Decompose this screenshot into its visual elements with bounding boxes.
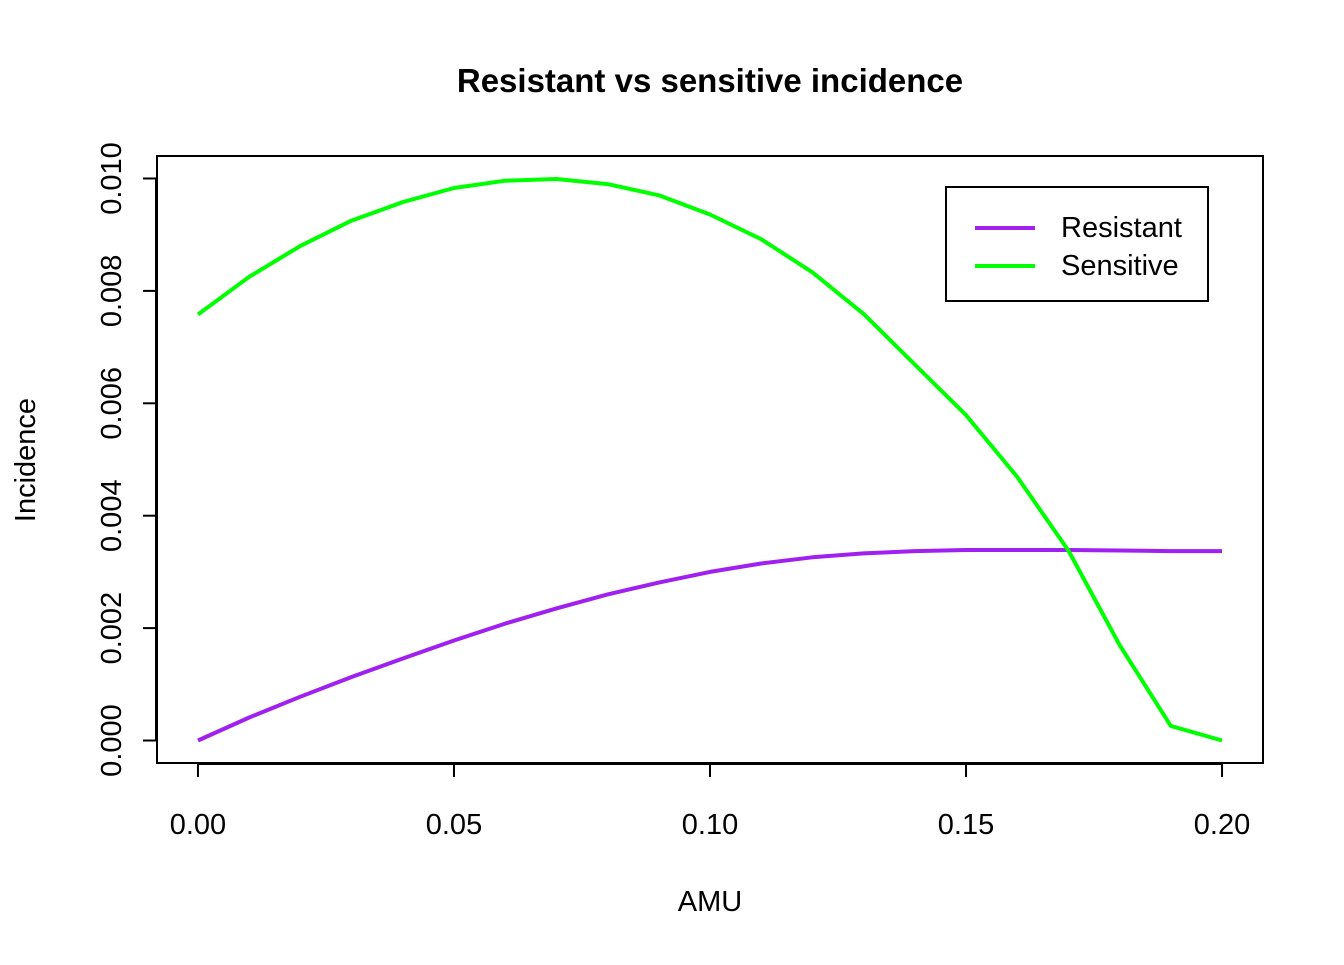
y-tick-label: 0.010 xyxy=(96,142,128,215)
x-axis-title: AMU xyxy=(678,886,742,918)
x-tick-label: 0.05 xyxy=(426,809,482,841)
series-line-resistant xyxy=(197,548,1222,743)
legend-label-resistant: Resistant xyxy=(1061,212,1182,244)
x-axis: 0.00 0.05 0.10 0.15 0.20 xyxy=(170,763,1250,841)
x-tick-label: 0.10 xyxy=(682,809,738,841)
legend-label-sensitive: Sensitive xyxy=(1061,250,1179,282)
y-tick-label: 0.006 xyxy=(96,367,128,440)
y-axis: 0.000 0.002 0.004 0.006 0.008 0.010 xyxy=(96,142,157,777)
legend-box xyxy=(945,186,1209,302)
y-tick-label: 0.002 xyxy=(96,592,128,665)
y-tick-label: 0.000 xyxy=(96,704,128,777)
series-layer xyxy=(196,177,1223,743)
y-tick-label: 0.004 xyxy=(96,479,128,552)
x-tick-label: 0.15 xyxy=(938,809,994,841)
chart-title: Resistant vs sensitive incidence xyxy=(457,62,963,99)
y-axis-title: Incidence xyxy=(10,398,42,522)
series-line-sensitive xyxy=(196,177,1223,743)
legend: Resistant Sensitive xyxy=(945,186,1209,302)
x-tick-label: 0.20 xyxy=(1194,809,1250,841)
x-tick-label: 0.00 xyxy=(170,809,226,841)
y-tick-label: 0.008 xyxy=(96,255,128,328)
